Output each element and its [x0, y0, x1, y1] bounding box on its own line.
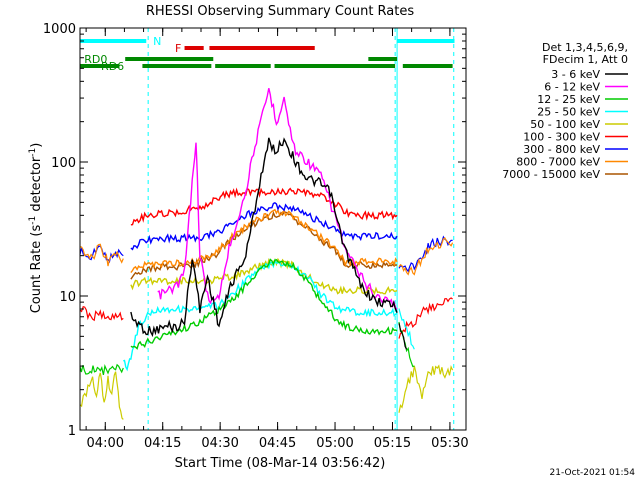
legend-label-8: 7000 - 15000 keV: [502, 168, 600, 181]
x-tick-label-2: 04:30: [201, 436, 238, 451]
legend-label-5: 100 - 300 keV: [523, 131, 600, 144]
series-line-1: [157, 88, 398, 310]
x-tick-label-1: 04:15: [144, 436, 181, 451]
legend-header-1: FDecim 1, Att 0: [543, 53, 628, 66]
night-trace-11: [398, 323, 408, 350]
legend-label-4: 50 - 100 keV: [530, 118, 600, 131]
footer-timestamp: 21-Oct-2021 01:54: [550, 468, 636, 478]
y-tick-label-2: 100: [51, 156, 76, 171]
x-tick-label-5: 05:15: [374, 436, 411, 451]
legend-label-6: 300 - 800 keV: [523, 143, 600, 156]
legend-label-2: 12 - 25 keV: [537, 93, 600, 106]
y-axis-label-part: detector: [29, 156, 44, 216]
series-line-6: [130, 201, 398, 251]
y-axis-label-part: -1: [28, 148, 38, 157]
legend: Det 1,3,4,5,6,9,FDecim 1, Att 0 3 - 6 keV…: [502, 41, 628, 181]
night-trace-8: [398, 297, 453, 339]
night-trace-4: [79, 305, 124, 322]
night-trace-0: [79, 371, 124, 420]
y-axis-label-part: Count Rate (s: [29, 225, 44, 314]
flag-label-RD6: RD6: [101, 60, 124, 73]
night-trace-7: [398, 237, 454, 276]
series-line-2: [130, 258, 398, 350]
series-line-4: [130, 257, 398, 296]
y-tick-label-3: 1000: [43, 22, 76, 37]
flag-label-N: N: [153, 35, 161, 48]
x-axis: 04:00 04:15 04:30 04:45 05:00 05:15 05:30: [85, 28, 469, 451]
chart-title: RHESSI Observing Summary Count Rates: [146, 4, 415, 19]
legend-label-7: 800 - 7000 keV: [516, 156, 600, 169]
legend-label-1: 6 - 12 keV: [544, 81, 600, 94]
series-line-3: [123, 258, 398, 372]
legend-label-0: 3 - 6 keV: [551, 68, 600, 81]
night-trace-3: [79, 243, 124, 267]
night-trace-5: [79, 363, 124, 376]
x-tick-label-6: 05:30: [431, 436, 468, 451]
y-tick-label-1: 10: [59, 290, 76, 305]
y-axis-label-part: ): [29, 143, 44, 148]
night-trace-10: [398, 308, 415, 350]
y-tick-label-0: 1: [68, 424, 76, 439]
x-tick-label-4: 05:00: [316, 436, 353, 451]
legend-header-0: Det 1,3,4,5,6,9,: [542, 41, 628, 54]
series-line-5: [130, 187, 398, 226]
x-tick-label-3: 04:45: [259, 436, 296, 451]
plot-frame: [79, 27, 467, 431]
legend-label-3: 25 - 50 keV: [537, 106, 600, 119]
y-axis-label: Count Rate (s-1 detector-1): [28, 143, 44, 314]
y-axis: 1 10 100 1000: [43, 22, 466, 439]
flag-label-RD0: RD0: [84, 53, 107, 66]
y-axis-label-part: -1: [28, 216, 38, 225]
night-trace-1: [398, 364, 454, 413]
x-tick-label-0: 04:00: [87, 436, 124, 451]
flag-label-F: F: [175, 42, 181, 55]
series-line-0: [130, 137, 398, 338]
x-axis-label: Start Time (08-Mar-14 03:56:42): [175, 456, 386, 471]
